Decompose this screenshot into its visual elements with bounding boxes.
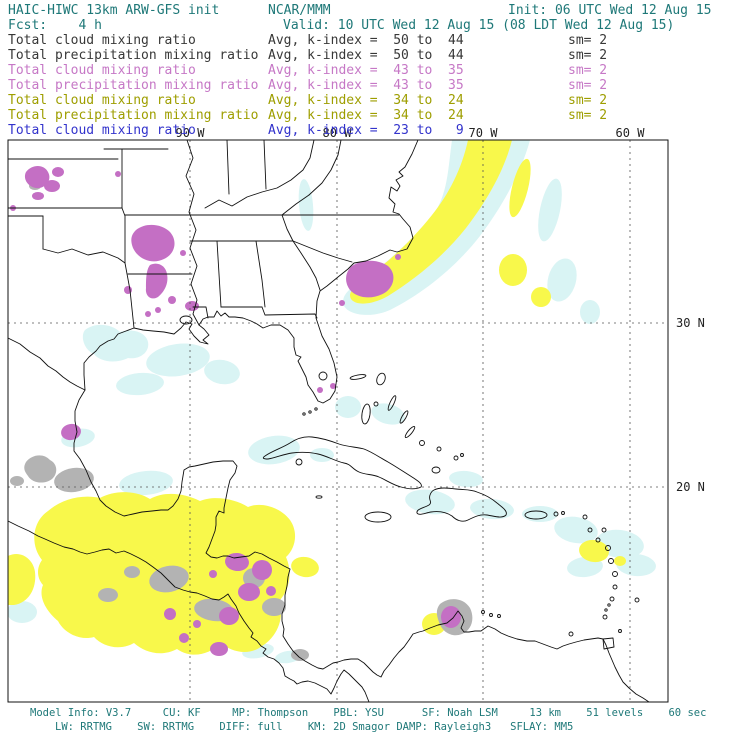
coastlines xyxy=(8,140,650,702)
forecast-hour: Fcst: 4 h xyxy=(8,18,102,33)
lon-label-80w: 80 W xyxy=(323,126,353,140)
island-puerto-rico xyxy=(524,510,548,520)
gridlines xyxy=(8,140,668,702)
overlay-cloud-purple xyxy=(10,166,461,656)
state-borders xyxy=(8,140,400,391)
legend-stats: Avg, k-index = 34 to 24 xyxy=(268,108,464,123)
legend-smooth: sm= 2 xyxy=(568,78,608,93)
island-isle-of-youth xyxy=(295,458,303,466)
lat-label-20n: 20 N xyxy=(676,480,705,494)
footer-line-2: LW: RRTMG SW: RRTMG DIFF: full KM: 2D Sm… xyxy=(55,721,574,733)
island-trinidad xyxy=(602,637,615,650)
grid-labels: 90 W 80 W 70 W 60 W 30 N 20 N xyxy=(176,126,705,494)
legend-stats: Avg, k-index = 43 to 35 xyxy=(268,78,464,93)
legend-row: Total cloud mixing ratio Avg, k-index = … xyxy=(0,33,740,48)
lon-label-60w: 60 W xyxy=(616,126,646,140)
legend-row: Total precipitation mixing ratio Avg, k-… xyxy=(0,48,740,63)
legend-smooth: sm= 2 xyxy=(568,33,608,48)
legend-field: Total cloud mixing ratio xyxy=(8,123,196,138)
lon-label-70w: 70 W xyxy=(469,126,499,140)
legend-row: Total precipitation mixing ratio Avg, k-… xyxy=(0,78,740,93)
legend-row: Total cloud mixing ratio Avg, k-index = … xyxy=(0,63,740,78)
legend-smooth: sm= 2 xyxy=(568,63,608,78)
legend-stats: Avg, k-index = 23 to 9 xyxy=(268,123,464,138)
islands xyxy=(179,315,640,650)
legend-smooth: sm= 2 xyxy=(568,48,608,63)
legend-field: Total precipitation mixing ratio xyxy=(8,108,259,123)
header-line-2: Fcst: 4 h Valid: 10 UTC Wed 12 Aug 15 (0… xyxy=(0,18,740,33)
legend-stats: Avg, k-index = 43 to 35 xyxy=(268,63,464,78)
footer-line-1: Model Info: V3.7 CU: KF MP: Thompson PBL… xyxy=(30,707,707,719)
lake-pontchartrain xyxy=(179,315,193,325)
coast-pacific xyxy=(8,520,370,702)
legend-row: Total precipitation mixing ratio Avg, k-… xyxy=(0,108,740,123)
legend-field: Total cloud mixing ratio xyxy=(8,93,196,108)
island-jamaica xyxy=(364,511,392,523)
legend-field: Total cloud mixing ratio xyxy=(8,63,196,78)
overlay-cloud-yellow xyxy=(8,140,626,655)
island-hispaniola xyxy=(416,487,507,522)
model-title: HAIC-HIWC 13km ARW-GFS init xyxy=(8,3,220,18)
legend-field: Total precipitation mixing ratio xyxy=(8,48,259,63)
map-border xyxy=(7,139,669,703)
init-time: Init: 06 UTC Wed 12 Aug 15 xyxy=(508,3,712,18)
lat-label-30n: 30 N xyxy=(676,316,705,330)
header-line-1: HAIC-HIWC 13km ARW-GFS init NCAR/MMM Ini… xyxy=(0,3,740,18)
island-cuba xyxy=(262,436,422,490)
coast-atlantic-gulf-caribbean xyxy=(73,140,650,702)
center-name: NCAR/MMM xyxy=(268,3,331,18)
valid-time: Valid: 10 UTC Wed 12 Aug 15 (08 LDT Wed … xyxy=(283,18,675,33)
legend-row: Total cloud mixing ratio Avg, k-index = … xyxy=(0,123,740,138)
lake-okeechobee xyxy=(318,371,328,381)
legend-stats: Avg, k-index = 34 to 24 xyxy=(268,93,464,108)
legend-stats: Avg, k-index = 50 to 44 xyxy=(268,33,464,48)
legend-stats: Avg, k-index = 50 to 44 xyxy=(268,48,464,63)
legend-smooth: sm= 2 xyxy=(568,108,608,123)
legend-field: Total precipitation mixing ratio xyxy=(8,78,259,93)
lon-label-90w: 90 W xyxy=(176,126,206,140)
legend-field: Total cloud mixing ratio xyxy=(8,33,196,48)
legend-row: Total cloud mixing ratio Avg, k-index = … xyxy=(0,93,740,108)
legend-smooth: sm= 2 xyxy=(568,93,608,108)
